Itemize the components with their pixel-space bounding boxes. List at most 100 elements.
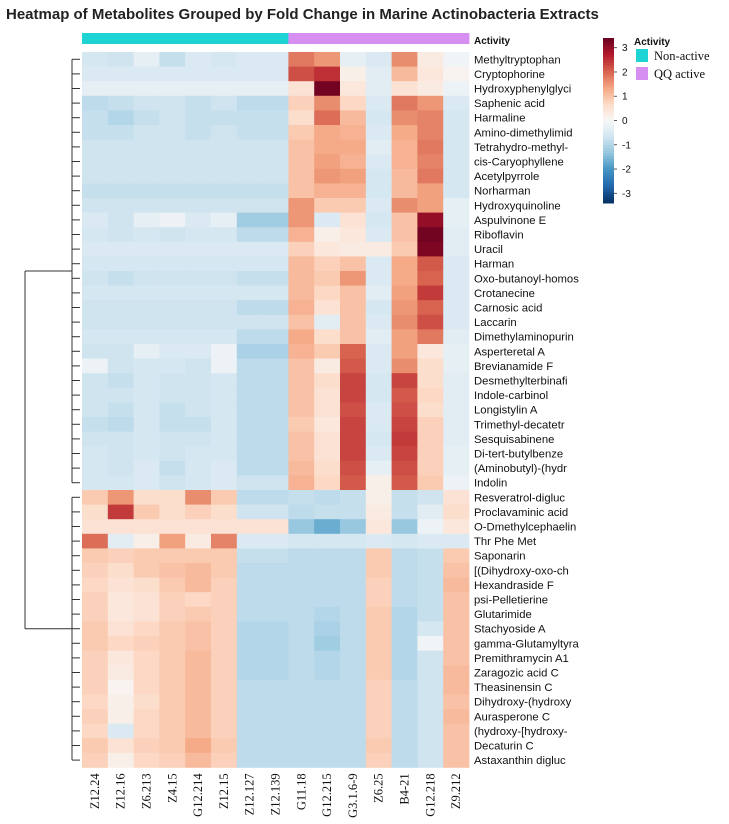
- heatmap-cell: [314, 52, 341, 67]
- heatmap-cell: [288, 694, 315, 710]
- heatmap-cell: [443, 154, 470, 170]
- heatmap-cell: [288, 679, 315, 695]
- heatmap-cell: [159, 271, 186, 286]
- heatmap-cell: [236, 183, 263, 199]
- heatmap-cell: [185, 212, 212, 228]
- heatmap-cell: [185, 490, 212, 505]
- row-label: Proclavaminic acid: [474, 507, 568, 519]
- heatmap-cell: [288, 271, 315, 286]
- heatmap-cell: [107, 417, 134, 432]
- heatmap-cell: [340, 314, 367, 330]
- heatmap-cell: [391, 665, 418, 681]
- heatmap-cell: [340, 723, 367, 739]
- heatmap-cell: [443, 533, 470, 549]
- heatmap-cell: [288, 723, 315, 739]
- heatmap-cell: [314, 738, 341, 754]
- heatmap-cell: [107, 241, 134, 257]
- heatmap-cell: [288, 563, 315, 578]
- heatmap-cell: [262, 358, 289, 374]
- heatmap-cell: [365, 329, 392, 345]
- heatmap-cell: [133, 460, 160, 476]
- heatmap-cell: [211, 314, 238, 330]
- color-scale-tick-label: -1: [622, 140, 631, 151]
- heatmap-cell: [365, 227, 392, 243]
- column-label: G3.1.6-9: [346, 773, 360, 817]
- heatmap-cell: [236, 490, 263, 505]
- heatmap-cell: [82, 314, 109, 330]
- heatmap-cell: [443, 738, 470, 754]
- heatmap-cell: [288, 212, 315, 228]
- heatmap-cell: [159, 577, 186, 593]
- heatmap-cell: [314, 95, 341, 111]
- heatmap-cell: [262, 329, 289, 345]
- heatmap-cell: [107, 95, 134, 111]
- heatmap-cell: [314, 621, 341, 637]
- heatmap-cell: [185, 475, 212, 491]
- heatmap-cell: [211, 373, 238, 389]
- heatmap-cell: [391, 212, 418, 228]
- heatmap-cell: [443, 241, 470, 257]
- heatmap-cell: [340, 95, 367, 111]
- heatmap-cell: [288, 81, 315, 97]
- annotation-cell: [185, 33, 212, 44]
- heatmap-cell: [391, 621, 418, 637]
- heatmap-cell: [391, 198, 418, 213]
- heatmap-cell: [340, 66, 367, 82]
- heatmap-cell: [133, 139, 160, 155]
- heatmap-cell: [417, 329, 444, 345]
- heatmap-cell: [236, 125, 263, 140]
- heatmap-cell: [236, 402, 263, 418]
- heatmap-cell: [262, 402, 289, 418]
- heatmap-cell: [443, 314, 470, 330]
- heatmap-cell: [211, 577, 238, 593]
- heatmap-cell: [262, 709, 289, 724]
- heatmap-cell: [262, 592, 289, 608]
- heatmap-cell: [211, 256, 238, 272]
- row-label: Uracil: [474, 244, 503, 256]
- color-scale-step: [603, 38, 614, 42]
- heatmap-cell: [211, 52, 238, 67]
- heatmap-cell: [185, 154, 212, 170]
- heatmap-cell: [82, 183, 109, 199]
- heatmap-cell: [211, 344, 238, 359]
- heatmap-cell: [417, 358, 444, 374]
- heatmap-cell: [365, 344, 392, 359]
- heatmap-cell: [391, 417, 418, 432]
- color-scale-step: [603, 137, 614, 141]
- heatmap-cell: [82, 271, 109, 286]
- heatmap-cell: [314, 665, 341, 681]
- heatmap-cell: [417, 95, 444, 111]
- heatmap-cell: [417, 66, 444, 82]
- heatmap-cell: [236, 139, 263, 155]
- heatmap-cell: [107, 256, 134, 272]
- row-label: gamma-Glutamyltyra: [474, 638, 580, 650]
- heatmap-cell: [185, 66, 212, 82]
- heatmap-cell: [159, 110, 186, 126]
- heatmap-cell: [236, 81, 263, 97]
- row-label: cis-Caryophyllene: [474, 157, 564, 169]
- heatmap-cell: [211, 168, 238, 184]
- heatmap-cell: [340, 679, 367, 695]
- heatmap-cell: [236, 752, 263, 768]
- row-label: Oxo-butanoyl-homos: [474, 273, 579, 285]
- heatmap-cell: [211, 431, 238, 447]
- column-label: G12.218: [423, 773, 437, 816]
- heatmap-cell: [443, 183, 470, 199]
- heatmap-cell: [391, 329, 418, 345]
- heatmap-cell: [185, 694, 212, 710]
- heatmap-cell: [443, 606, 470, 622]
- heatmap-cell: [391, 723, 418, 739]
- row-label: Saponarin: [474, 551, 526, 563]
- row-label: Crotanecine: [474, 288, 535, 300]
- heatmap-cell: [262, 66, 289, 82]
- heatmap-cell: [82, 66, 109, 82]
- color-scale-tick-label: 3: [622, 43, 628, 54]
- heatmap-cell: [236, 431, 263, 447]
- heatmap-cell: [443, 271, 470, 286]
- heatmap-cell: [365, 636, 392, 651]
- heatmap-cell: [159, 738, 186, 754]
- heatmap-cell: [443, 592, 470, 608]
- heatmap-cell: [236, 154, 263, 170]
- heatmap-cell: [82, 168, 109, 184]
